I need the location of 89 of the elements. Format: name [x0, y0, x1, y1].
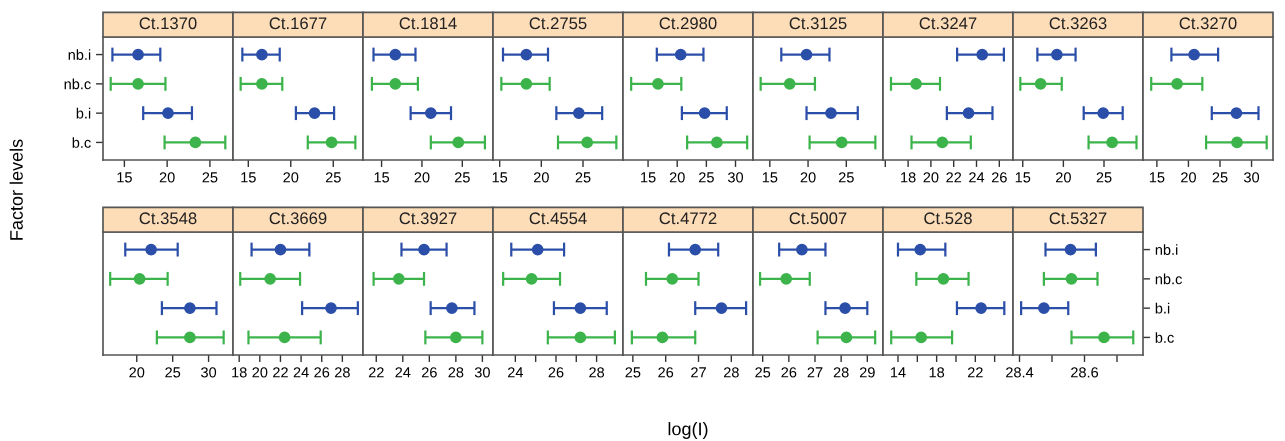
x-tick-label: 15: [492, 172, 508, 183]
x-tick-label: 30: [201, 367, 217, 378]
x-tick-label: 15: [762, 172, 778, 183]
y-tick-label: b.i: [1155, 302, 1170, 314]
x-tick-label: 20: [923, 172, 939, 183]
x-tick-label: 22: [967, 367, 983, 378]
x-tick-label: 26: [421, 367, 437, 378]
x-tick-label: 25: [1212, 172, 1228, 183]
x-tick-label: 20: [129, 367, 145, 378]
x-tick-label: 24: [395, 367, 411, 378]
x-tick-label: 27: [691, 367, 706, 378]
x-tick-label: 20: [669, 172, 685, 183]
x-tick-label: 25: [625, 367, 641, 378]
chart-title: Ct.5327: [1049, 212, 1107, 225]
chart-title: Ct.1814: [399, 17, 457, 30]
x-tick-label: 18: [232, 367, 247, 378]
x-tick-label: 26: [548, 367, 564, 378]
x-tick-label: 15: [1015, 172, 1031, 183]
x-tick-label: 24: [293, 367, 309, 378]
x-tick-label: 20: [1056, 172, 1071, 183]
x-tick-label: 20: [283, 172, 299, 183]
x-tick-label: 18: [901, 172, 916, 183]
y-axis-title: Factor levels: [9, 139, 23, 240]
x-tick-label: 15: [1149, 172, 1165, 183]
x-tick-label: 20: [800, 172, 816, 183]
x-tick-label: 25: [165, 367, 181, 378]
x-tick-label: 27: [807, 367, 823, 378]
x-tick-label: 20: [1181, 172, 1196, 183]
x-tick-label: 25: [454, 172, 470, 183]
x-tick-label: 22: [368, 367, 384, 378]
x-tick-label: 30: [474, 367, 490, 378]
y-tick-label: nb.i: [68, 49, 91, 60]
x-tick-label: 26: [658, 367, 674, 378]
x-tick-label: 28: [833, 367, 849, 378]
x-tick-label: 25: [575, 172, 591, 183]
chart-title: Ct.528: [924, 212, 972, 225]
chart-title: Ct.3263: [1049, 17, 1107, 30]
x-tick-label: 26: [991, 172, 1007, 183]
x-tick-label: 20: [533, 172, 549, 183]
chart-title: Ct.5007: [789, 212, 847, 225]
chart-title: Ct.2755: [529, 17, 587, 30]
x-tick-label: 28: [334, 367, 350, 378]
chart-title: Ct.3927: [399, 212, 457, 225]
x-tick-label: 29: [859, 367, 875, 378]
chart-title: Ct.3270: [1179, 17, 1237, 30]
x-tick-label: 24: [507, 367, 524, 378]
x-tick-label: 28: [723, 367, 739, 378]
x-tick-label: 28: [448, 367, 464, 378]
x-tick-label: 30: [1243, 172, 1260, 183]
x-tick-label: 28.6: [1071, 367, 1099, 378]
chart-title: Ct.4772: [659, 212, 717, 225]
x-tick-label: 28: [589, 367, 605, 378]
chart-title: Ct.1370: [139, 17, 197, 30]
x-tick-label: 20: [159, 172, 175, 183]
x-tick-label: 26: [781, 367, 797, 378]
chart-title: Ct.3247: [919, 17, 977, 30]
x-tick-label: 24: [969, 172, 985, 183]
x-tick-label: 25: [838, 172, 854, 183]
x-tick-label: 20: [414, 172, 430, 183]
chart-title: Ct.3125: [789, 17, 847, 30]
chart-title: Ct.3548: [139, 212, 197, 225]
y-tick-label: nb.c: [1155, 273, 1182, 285]
x-tick-label: 14: [890, 367, 906, 378]
chart-title: Ct.1677: [269, 17, 327, 30]
y-tick-label: b.c: [1155, 332, 1174, 343]
x-tick-label: 18: [929, 367, 945, 378]
x-tick-label: 25: [698, 172, 714, 183]
x-tick-label: 25: [1096, 172, 1112, 183]
x-tick-label: 25: [755, 367, 771, 378]
x-tick-label: 25: [325, 172, 341, 183]
x-tick-label: 22: [273, 367, 288, 378]
x-tick-label: 15: [117, 172, 132, 183]
x-axis-title: log(I): [668, 422, 708, 439]
y-tick-label: nb.i: [1155, 244, 1178, 255]
x-tick-label: 15: [374, 172, 390, 183]
chart-title: Ct.4554: [529, 212, 587, 225]
x-tick-label: 22: [946, 172, 962, 183]
chart-title: Ct.3669: [269, 212, 327, 225]
x-tick-label: 26: [314, 367, 330, 378]
x-tick-label: 15: [641, 172, 656, 183]
chart-title: Ct.2980: [659, 17, 717, 30]
x-tick-label: 28.4: [1006, 367, 1034, 378]
x-tick-label: 20: [252, 367, 268, 378]
x-tick-label: 25: [202, 172, 218, 183]
y-tick-label: b.i: [76, 107, 91, 119]
y-tick-label: b.c: [72, 137, 91, 148]
x-tick-label: 30: [727, 172, 744, 183]
x-tick-label: 15: [241, 172, 256, 183]
y-tick-label: nb.c: [64, 78, 91, 90]
